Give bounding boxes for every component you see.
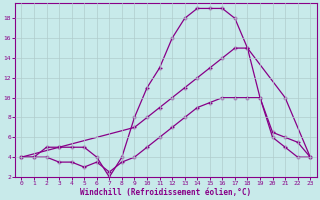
- X-axis label: Windchill (Refroidissement éolien,°C): Windchill (Refroidissement éolien,°C): [80, 188, 252, 197]
